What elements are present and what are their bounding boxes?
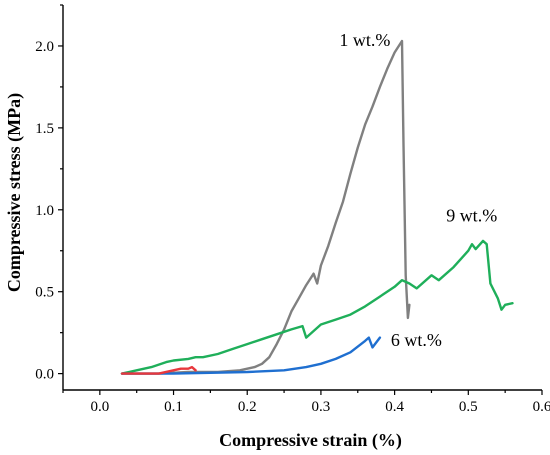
x-tick-label: 0.3 bbox=[312, 399, 331, 415]
y-axis-title: Compressive stress (MPa) bbox=[4, 93, 25, 292]
y-tick-label: 2.0 bbox=[35, 39, 54, 55]
series-line-3 bbox=[120, 365, 197, 375]
series-line-1 bbox=[120, 239, 514, 375]
y-tick-label: 1.5 bbox=[35, 121, 54, 137]
x-tick-label: 0.6 bbox=[533, 399, 550, 415]
annotation-layer: 1 wt.% 9 wt.% 6 wt.% bbox=[339, 30, 497, 350]
series-annotation: 1 wt.% bbox=[339, 30, 390, 50]
x-tick-label: 0.1 bbox=[164, 399, 183, 415]
y-axis-ticks: 0.0 0.5 1.0 1.5 2.0 bbox=[35, 4, 63, 383]
x-tick-label: 0.5 bbox=[459, 399, 478, 415]
y-tick-label: 0.0 bbox=[35, 367, 54, 383]
series-annotation: 9 wt.% bbox=[446, 205, 497, 225]
series-line-0 bbox=[120, 39, 411, 375]
series-layer bbox=[120, 39, 514, 375]
x-tick-label: 0.0 bbox=[90, 399, 109, 415]
x-axis-ticks: 0.0 0.1 0.2 0.3 0.4 0.5 0.6 bbox=[62, 390, 550, 415]
x-axis-title: Compressive strain (%) bbox=[219, 430, 402, 451]
series-line-2 bbox=[120, 336, 382, 375]
x-tick-label: 0.4 bbox=[385, 399, 404, 415]
y-tick-label: 0.5 bbox=[35, 285, 54, 301]
x-tick-label: 0.2 bbox=[238, 399, 257, 415]
plot-frame bbox=[62, 5, 542, 391]
series-annotation: 6 wt.% bbox=[391, 330, 442, 350]
y-tick-label: 1.0 bbox=[35, 203, 54, 219]
